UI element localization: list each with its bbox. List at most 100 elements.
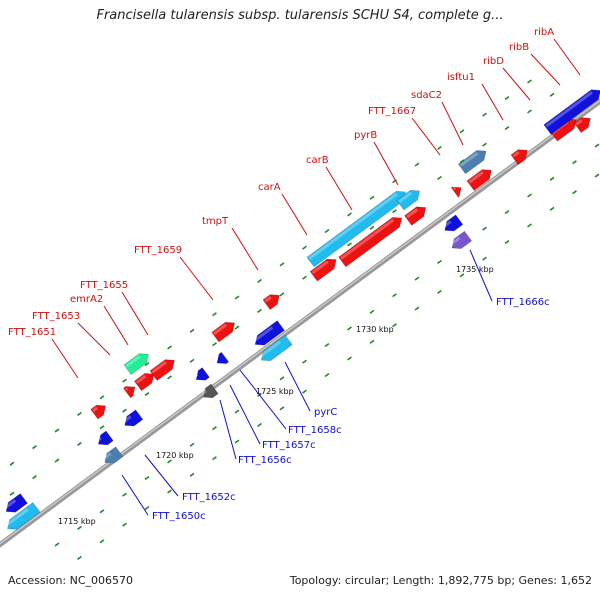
gene-ftt-1657c <box>201 383 219 399</box>
gene-shine <box>340 218 395 260</box>
gene-arrow <box>7 502 41 530</box>
label-ftt-1666c: FTT_1666c <box>496 297 550 308</box>
tick-mark <box>437 289 442 295</box>
tick-mark <box>392 293 397 298</box>
scale-label-1720-kbp: 1720 kbp <box>156 451 194 460</box>
gene-shine <box>92 406 99 412</box>
gene-arrow <box>104 446 124 464</box>
gene-shine <box>259 340 282 358</box>
tick-mark <box>369 225 375 230</box>
leader-ribb <box>530 53 561 86</box>
gene-shine <box>512 150 520 158</box>
tick-mark <box>482 256 487 261</box>
tick-mark <box>414 276 420 281</box>
leader-ftt-1666c <box>469 249 493 302</box>
tick-mark <box>347 242 352 247</box>
label-riba: ribA <box>534 27 554 38</box>
tick-mark <box>549 176 555 181</box>
label-carb: carB <box>306 155 329 166</box>
tick-mark <box>347 356 352 361</box>
gene-arrow <box>309 258 337 282</box>
gene-pyrc <box>259 334 293 362</box>
gene-shine <box>194 373 199 378</box>
tick-mark <box>527 79 532 84</box>
scale-label-1725-kbp: 1725 kbp <box>256 387 294 396</box>
tick-mark <box>324 342 330 348</box>
label-ribd: ribD <box>483 56 504 67</box>
tick-mark <box>504 126 510 131</box>
leader-ftt-1651 <box>51 338 79 379</box>
tick-mark <box>527 223 532 228</box>
gene-shine <box>96 436 103 442</box>
tick-mark <box>594 143 600 148</box>
gene-arrow <box>124 409 144 427</box>
gene-sdac2-b <box>466 169 492 191</box>
gene-ftt-1653-feature <box>102 446 124 464</box>
label-ftt-1651: FTT_1651 <box>8 327 56 338</box>
leader-ftt-1650c <box>121 474 149 516</box>
tick-mark <box>482 226 487 231</box>
leader-ftt-1653 <box>77 322 111 356</box>
tick-mark <box>212 312 217 317</box>
tick-mark <box>234 325 240 330</box>
label-ftt-1667: FTT_1667 <box>368 106 416 117</box>
scale-labels: 1715 kbp 1720 kbp 1725 kbp 1730 kbp 1735 kbp <box>58 265 494 526</box>
tick-mark <box>54 428 60 433</box>
tick-mark <box>257 422 262 427</box>
tick-mark <box>212 456 217 461</box>
leader-ftt-1658c <box>239 369 287 430</box>
tick-mark <box>144 475 150 481</box>
gene-isftu1 <box>510 149 528 165</box>
gene-shine <box>468 171 484 184</box>
label-sdac2: sdaC2 <box>411 90 442 101</box>
leader-ftt-1656c <box>219 399 237 460</box>
leader-emra2 <box>103 305 129 346</box>
gene-ftt-1656c <box>194 367 210 381</box>
tick-mark <box>144 391 150 397</box>
gene-arrow <box>450 186 462 198</box>
gene-shine <box>5 508 29 527</box>
gene-arrow <box>149 359 175 381</box>
tick-mark <box>504 210 510 215</box>
label-tmpt: tmpT <box>202 216 229 227</box>
label-emra2: emrA2 <box>70 294 103 305</box>
leader-pyrc <box>284 361 311 412</box>
gene-pyrb-cyan <box>396 189 421 211</box>
tick-mark <box>279 292 285 297</box>
gene-sdac2 <box>457 150 487 175</box>
tick-mark <box>482 112 487 117</box>
tick-mark <box>279 406 285 411</box>
gene-shine <box>442 220 452 229</box>
label-ftt-1650c: FTT_1650c <box>152 511 206 522</box>
tick-mark <box>437 175 442 181</box>
tick-mark <box>122 492 127 497</box>
gene-arrow <box>5 493 28 513</box>
label-cara: carA <box>258 182 281 193</box>
gene-ftt-1667 <box>450 186 462 198</box>
tick-mark <box>54 458 60 463</box>
label-ftt-1658c: FTT_1658c <box>288 425 342 436</box>
gene-arrow <box>211 321 236 343</box>
gene-shine <box>398 191 413 203</box>
tick-mark <box>54 542 60 547</box>
label-ribb: ribB <box>509 42 529 53</box>
tick-mark <box>32 475 37 480</box>
tick-mark <box>302 275 307 280</box>
gene-pyrc-a <box>252 320 285 346</box>
tick-mark <box>99 425 105 430</box>
tick-mark <box>234 439 240 444</box>
leader-carb <box>325 166 353 211</box>
gene-ftt-1651 <box>90 404 107 420</box>
scale-label-1730-kbp: 1730 kbp <box>356 325 394 334</box>
tick-mark <box>257 278 262 283</box>
leader-ribd <box>502 67 531 101</box>
tick-mark <box>167 345 172 350</box>
tick-mark <box>369 339 375 344</box>
gene-ftt-1666c <box>449 230 473 249</box>
tick-mark <box>99 395 105 400</box>
tick-mark <box>369 309 375 314</box>
gene-shine <box>214 357 219 361</box>
gene-arrow <box>457 150 487 175</box>
gene-shine <box>449 236 461 246</box>
gene-shine <box>151 361 167 374</box>
